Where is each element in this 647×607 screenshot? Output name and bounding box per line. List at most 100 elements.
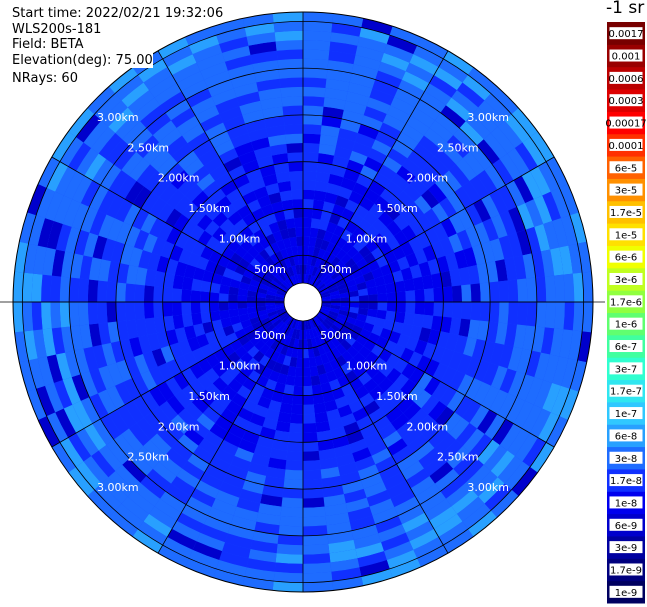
ppi-cell (335, 278, 346, 287)
colorbar-tick-label: 1e-7 (615, 409, 638, 420)
ppi-cell (317, 153, 335, 165)
ppi-cell (266, 307, 277, 314)
ppi-cell (279, 259, 288, 270)
ppi-cell (424, 376, 441, 396)
ppi-cell (329, 290, 340, 297)
range-ring-label: 2.00km (407, 172, 449, 185)
ppi-cell (181, 367, 198, 385)
ppi-cell (285, 247, 294, 258)
ppi-cell (417, 37, 448, 59)
ppi-cell (176, 468, 201, 489)
ppi-cell (270, 350, 281, 362)
ppi-cell (323, 276, 334, 286)
ppi-cell (156, 255, 170, 273)
ppi-cell (472, 107, 498, 133)
ppi-cell (186, 496, 212, 516)
ppi-cell (481, 194, 500, 219)
ppi-cell (321, 115, 342, 129)
ppi-cell (160, 241, 175, 259)
ppi-cell (319, 287, 329, 295)
ppi-cell (121, 428, 144, 453)
ppi-cell (260, 317, 271, 326)
ppi-cell (461, 400, 482, 423)
colorbar-tick-label: 3e-5 (615, 186, 638, 197)
ppi-cell (327, 313, 338, 321)
ppi-cell (321, 274, 331, 284)
ppi-cell (122, 458, 147, 483)
ppi-cell (262, 417, 278, 431)
ppi-cell (181, 384, 199, 403)
ppi-cell (124, 181, 145, 204)
ppi-cell (381, 52, 410, 72)
ppi-cell (87, 86, 116, 115)
ppi-cell (298, 339, 303, 349)
ppi-cell (84, 423, 107, 451)
ppi-cell (477, 409, 498, 434)
ppi-cell (257, 309, 268, 317)
ppi-cell (317, 269, 325, 280)
ppi-cell (215, 392, 232, 408)
ppi-cell (346, 345, 359, 358)
ppi-cell (303, 255, 308, 265)
ppi-cell (264, 378, 277, 391)
ppi-cell (423, 288, 434, 302)
ppi-cell (543, 221, 560, 250)
ppi-cell (231, 322, 244, 333)
colorbar-label-box (609, 94, 643, 107)
ppi-cell (321, 320, 331, 330)
ppi-cell (101, 238, 117, 262)
ppi-cell (303, 581, 334, 592)
ppi-cell (408, 236, 423, 253)
ppi-cell (427, 258, 441, 275)
ppi-cell (320, 125, 340, 138)
ppi-cell (200, 343, 214, 359)
ppi-cell (261, 204, 275, 217)
ppi-cell (546, 157, 568, 188)
colorbar-tick-label: 0.0006 (609, 74, 644, 85)
ppi-cell (320, 307, 330, 314)
ppi-cell (269, 448, 288, 461)
ppi-cell (396, 165, 416, 184)
ppi-cell (312, 317, 320, 327)
ppi-cell (265, 294, 276, 300)
ppi-cell (219, 233, 234, 248)
ppi-cell (125, 283, 136, 302)
ppi-cell (320, 239, 330, 251)
ppi-cell (273, 162, 290, 174)
ppi-cell (428, 427, 449, 448)
ppi-cell (472, 471, 498, 497)
ppi-cell (215, 415, 233, 432)
ppi-cell (434, 468, 460, 492)
ppi-cell (106, 385, 125, 410)
ppi-cell (275, 40, 303, 51)
ppi-cell (440, 270, 452, 288)
ppi-cell (405, 252, 419, 268)
ppi-cell (293, 255, 300, 266)
ppi-cell (507, 148, 530, 176)
ppi-cell (522, 325, 536, 351)
ppi-cell (351, 251, 364, 264)
ppi-cell (368, 180, 386, 197)
ppi-cell (140, 213, 158, 234)
ppi-cell (162, 536, 193, 559)
ppi-cell (365, 239, 379, 253)
ppi-cell (108, 107, 134, 133)
ppi-cell (106, 281, 117, 302)
ppi-cell (451, 489, 479, 514)
ppi-cell (158, 545, 189, 567)
ppi-cell (355, 132, 376, 149)
ppi-cell (461, 284, 472, 302)
ppi-cell (233, 82, 259, 98)
ppi-cell (344, 391, 360, 405)
ppi-cell (143, 142, 166, 165)
ppi-cell (499, 423, 522, 451)
ppi-cell (303, 367, 311, 377)
ppi-cell (354, 204, 369, 219)
ppi-cell (482, 218, 499, 242)
ppi-cell (303, 171, 317, 182)
ppi-cell (304, 274, 309, 284)
ppi-cell (209, 188, 227, 205)
ppi-cell (165, 329, 179, 346)
ppi-cell (193, 323, 206, 337)
ppi-cell (37, 356, 54, 386)
